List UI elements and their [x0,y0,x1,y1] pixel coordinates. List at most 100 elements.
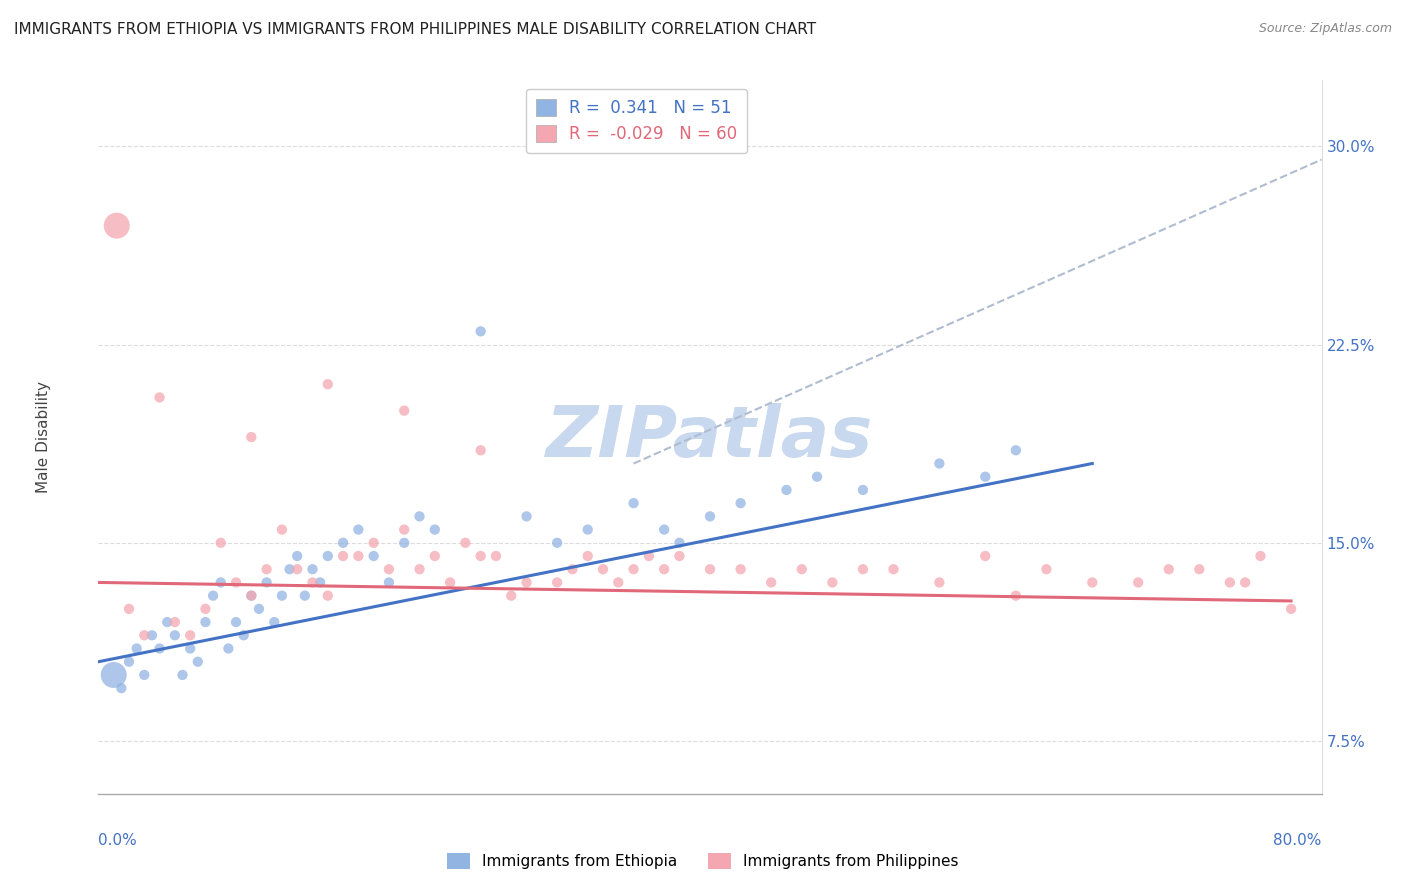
Point [1219,575,1241,590]
Point [668,549,690,563]
Text: ZIPatlas: ZIPatlas [547,402,873,472]
Point [270,589,294,603]
Point [1188,562,1211,576]
Point [301,562,323,576]
Point [576,523,599,537]
Point [187,655,209,669]
Point [516,509,538,524]
Point [730,562,752,576]
Point [240,589,263,603]
Point [408,509,430,524]
Point [485,549,508,563]
Point [225,615,247,629]
Point [408,562,430,576]
Point [423,549,446,563]
Point [470,443,492,458]
Point [852,483,875,497]
Point [163,628,186,642]
Point [652,562,675,576]
Point [439,575,461,590]
Point [270,523,294,537]
Point [285,562,308,576]
Point [730,496,752,510]
Point [125,641,148,656]
Point [172,668,194,682]
Text: Male Disability: Male Disability [37,381,51,493]
Point [332,536,354,550]
Point [592,562,614,576]
Point [134,668,156,682]
Point [256,575,278,590]
Point [470,324,492,338]
Point [363,549,385,563]
Text: 80.0%: 80.0% [1274,833,1322,848]
Point [316,377,339,392]
Point [118,655,141,669]
Text: Source: ZipAtlas.com: Source: ZipAtlas.com [1258,22,1392,36]
Point [103,668,125,682]
Point [883,562,905,576]
Point [179,641,201,656]
Point [378,575,401,590]
Point [149,391,172,405]
Point [790,562,813,576]
Legend: Immigrants from Ethiopia, Immigrants from Philippines: Immigrants from Ethiopia, Immigrants fro… [441,847,965,875]
Point [775,483,797,497]
Point [623,562,645,576]
Point [118,602,141,616]
Point [202,589,225,603]
Point [501,589,523,603]
Point [546,536,568,550]
Point [852,562,875,576]
Point [1234,575,1257,590]
Point [470,549,492,563]
Point [141,628,163,642]
Point [134,628,156,642]
Point [974,469,997,483]
Point [110,681,132,695]
Point [1250,549,1272,563]
Point [546,575,568,590]
Point [179,628,201,642]
Point [1157,562,1180,576]
Point [928,457,950,471]
Point [347,523,370,537]
Point [247,602,270,616]
Point [1035,562,1057,576]
Point [1004,443,1026,458]
Point [163,615,186,629]
Point [194,615,217,629]
Point [209,536,232,550]
Point [301,575,323,590]
Text: 0.0%: 0.0% [98,833,138,848]
Point [217,641,239,656]
Point [928,575,950,590]
Point [309,575,332,590]
Point [1004,589,1026,603]
Point [294,589,316,603]
Point [316,549,339,563]
Point [637,549,661,563]
Point [225,575,247,590]
Point [516,575,538,590]
Point [240,589,263,603]
Point [699,509,721,524]
Point [392,536,416,550]
Point [278,562,301,576]
Point [806,469,828,483]
Point [263,615,285,629]
Point [1081,575,1104,590]
Point [699,562,721,576]
Point [378,562,401,576]
Point [561,562,583,576]
Point [105,219,128,233]
Point [423,523,446,537]
Point [652,523,675,537]
Point [363,536,385,550]
Point [974,549,997,563]
Point [347,549,370,563]
Point [392,523,416,537]
Point [821,575,844,590]
Point [1279,602,1302,616]
Point [316,589,339,603]
